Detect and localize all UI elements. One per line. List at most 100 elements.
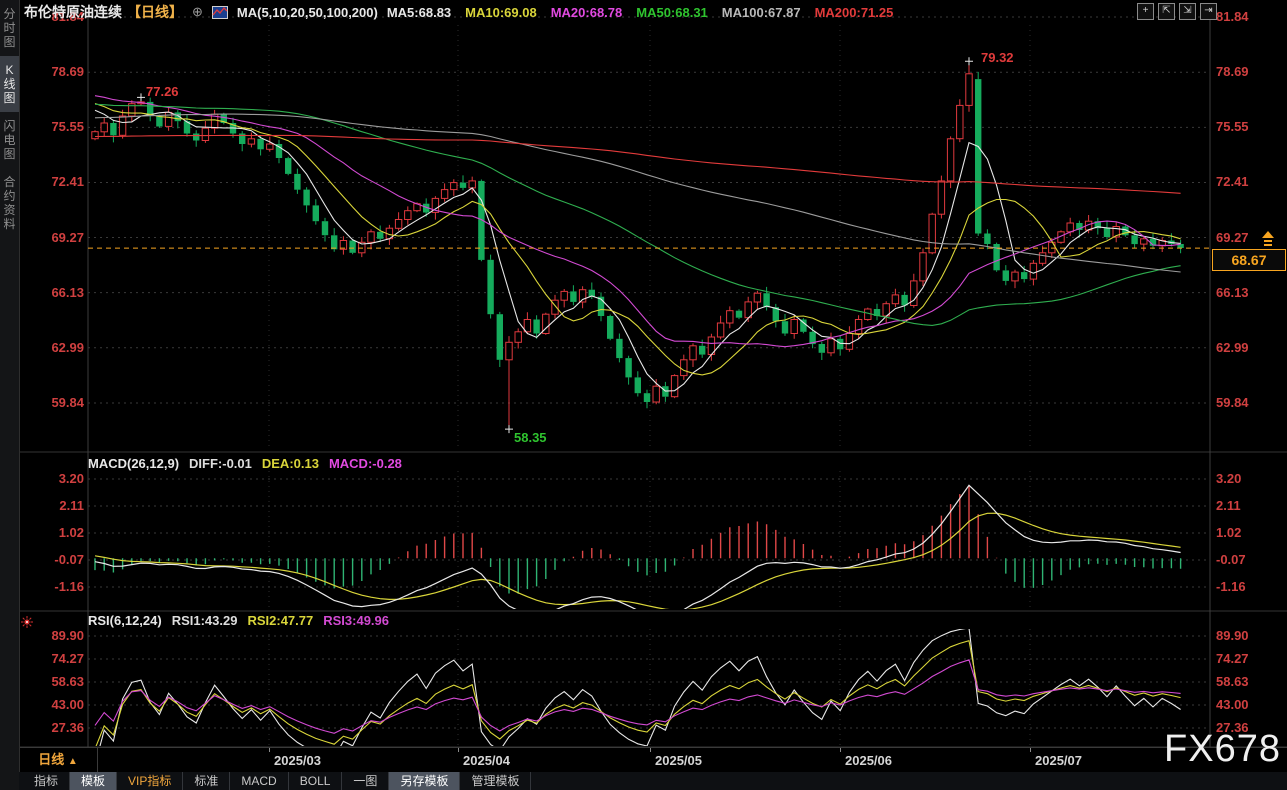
toolbar-tab-4[interactable]: 标准 <box>183 772 231 790</box>
macd-dea-value: DEA:0.13 <box>261 456 319 471</box>
period-tag: 【日线】 <box>127 4 183 20</box>
timeline-row: 日线 ▲ 2025/03 2025/04 2025/05 2025/06 2025/07 <box>19 747 1287 773</box>
y-axis-label: 78.69 <box>51 64 84 80</box>
chart-header: 布伦特原油连续 【日线】 ⊕ MA(5,10,20,50,100,200) MA… <box>24 2 893 22</box>
y-axis-label: 72.41 <box>51 174 84 190</box>
mini-chart-icon <box>211 5 228 19</box>
y-axis-label: 69.27 <box>51 229 84 245</box>
x-axis-date-label: 2025/07 <box>1035 753 1082 768</box>
scale-axis-left-icon[interactable]: ⇱ <box>1158 3 1175 20</box>
y-axis-label: 74.27 <box>1216 650 1249 666</box>
date-tick <box>458 748 459 752</box>
macd-title: MACD(26,12,9) <box>88 456 180 471</box>
y-axis-label: 75.55 <box>51 119 84 135</box>
y-axis-label: 89.90 <box>1216 628 1249 643</box>
rsi3-value: RSI3:49.96 <box>323 613 389 628</box>
collapse-icon[interactable]: ⊕ <box>192 4 203 19</box>
y-axis-label: 59.84 <box>1216 394 1249 410</box>
y-axis-label: -1.16 <box>1216 579 1246 594</box>
ma-legend-value: MA20:68.78 <box>550 4 623 20</box>
y-axis-label: 81.84 <box>51 9 84 24</box>
y-axis-label: -1.16 <box>54 579 84 594</box>
y-axis-label: 78.69 <box>1216 64 1249 80</box>
y-axis-label: 59.84 <box>51 394 84 410</box>
y-axis-label: -0.07 <box>1216 552 1246 567</box>
y-axis-label: 81.84 <box>1216 9 1249 24</box>
rsi2-value: RSI2:47.77 <box>247 613 314 628</box>
y-axis-label: 27.36 <box>51 720 84 735</box>
ma-group-label: MA(5,10,20,50,100,200) <box>236 4 378 20</box>
y-axis-label: 66.13 <box>51 284 84 300</box>
scale-axis-right-icon[interactable]: ⇲ <box>1179 3 1196 20</box>
date-tick <box>840 748 841 752</box>
period-selector[interactable]: 日线 ▲ <box>19 748 98 772</box>
x-axis-date-label: 2025/05 <box>655 753 702 768</box>
y-axis-label: 2.11 <box>1216 498 1241 513</box>
y-axis-label: 1.02 <box>58 525 84 540</box>
rsi-header: RSI(6,12,24) RSI1:43.29 RSI2:47.77 RSI3:… <box>88 613 389 628</box>
left-sidebar: 分 时 图 K 线 图闪 电 图合 约 资 料 <box>0 0 20 790</box>
sidebar-item-1[interactable]: 分 时 图 <box>3 7 16 49</box>
y-axis-label: 3.20 <box>1216 471 1242 486</box>
y-axis-label: 89.90 <box>51 628 84 643</box>
ma-legend-value: MA200:71.25 <box>814 4 894 20</box>
date-tick <box>650 748 651 752</box>
x-axis-date-label: 2025/03 <box>274 753 321 768</box>
marked-high-label: 77.26 <box>146 84 179 99</box>
y-axis-label: 69.27 <box>1216 229 1249 245</box>
y-axis-label: 27.36 <box>1216 720 1249 735</box>
toolbar-tab-7[interactable]: 一图 <box>342 772 390 790</box>
y-axis-label: 1.02 <box>1216 525 1242 540</box>
symbol-title: 布伦特原油连续 <box>24 4 122 20</box>
window-buttons: + ⇱ ⇲ ⇥ <box>1137 3 1217 20</box>
y-axis-label: 74.27 <box>51 650 84 666</box>
y-axis-label: 2.11 <box>59 498 84 513</box>
y-axis-label: 75.55 <box>1216 119 1249 135</box>
rsi-title: RSI(6,12,24) <box>88 613 162 628</box>
y-axis-label: 3.20 <box>58 471 84 486</box>
y-axis-label: -0.07 <box>54 552 84 567</box>
bottom-toolbar: 指标 模板 VIP指标 标准 MACD BOLL 一图 另存模板 管理模板 <box>19 772 1287 790</box>
y-axis-label: 43.00 <box>1216 697 1249 712</box>
sidebar-item-2[interactable]: K 线 图 <box>0 56 19 112</box>
crosshair-move-icon[interactable]: + <box>1137 3 1154 20</box>
macd-diff-value: DIFF:-0.01 <box>189 456 252 471</box>
sidebar-item-4[interactable]: 合 约 资 料 <box>3 175 16 231</box>
live-indicator-icon <box>21 616 33 628</box>
ma-legend: MA5:68.83 MA10:69.08 MA20:68.78 MA50:68.31 M… <box>387 5 894 20</box>
period-arrow-icon: ▲ <box>67 756 78 767</box>
rsi1-value: RSI1:43.29 <box>171 613 238 628</box>
macd-header: MACD(26,12,9) DIFF:-0.01 DEA:0.13 MACD:-… <box>88 456 402 471</box>
y-axis-label: 43.00 <box>51 697 84 712</box>
x-axis-date-label: 2025/06 <box>845 753 892 768</box>
toolbar-tab-2[interactable]: 模板 <box>70 772 118 790</box>
ma-legend-value: MA100:67.87 <box>721 4 801 20</box>
toolbar-tab-9[interactable]: 管理模板 <box>460 772 532 790</box>
date-tick <box>269 748 270 752</box>
y-axis-label: 62.99 <box>1216 339 1249 355</box>
toolbar-tab-8[interactable]: 另存模板 <box>389 772 461 790</box>
date-tick <box>1030 748 1031 752</box>
ma-legend-value: MA5:68.83 <box>386 4 452 20</box>
sidebar-item-3[interactable]: 闪 电 图 <box>3 119 16 161</box>
toolbar-tab-5[interactable]: MACD <box>230 772 289 790</box>
spike-high-label: 79.32 <box>981 50 1014 65</box>
last-price-tag: 68.67 <box>1212 249 1286 271</box>
jump-to-end-icon[interactable]: ⇥ <box>1200 3 1217 20</box>
period-label: 日线 <box>38 752 65 767</box>
macd-macd-value: MACD:-0.28 <box>328 456 402 471</box>
toolbar-tab-3[interactable]: VIP指标 <box>117 772 184 790</box>
marked-low-label: 58.35 <box>514 430 547 445</box>
toolbar-tab-1[interactable]: 指标 <box>23 772 71 790</box>
toolbar-tab-6[interactable]: BOLL <box>289 772 343 790</box>
ma-legend-value: MA50:68.31 <box>636 4 708 20</box>
y-axis-label: 66.13 <box>1216 284 1249 300</box>
y-axis-label: 62.99 <box>51 339 84 355</box>
y-axis-label: 58.63 <box>51 674 84 689</box>
ma-legend-value: MA10:69.08 <box>465 4 537 20</box>
y-axis-label: 58.63 <box>1216 674 1249 689</box>
x-axis-date-label: 2025/04 <box>463 753 510 768</box>
y-axis-label: 72.41 <box>1216 174 1249 190</box>
